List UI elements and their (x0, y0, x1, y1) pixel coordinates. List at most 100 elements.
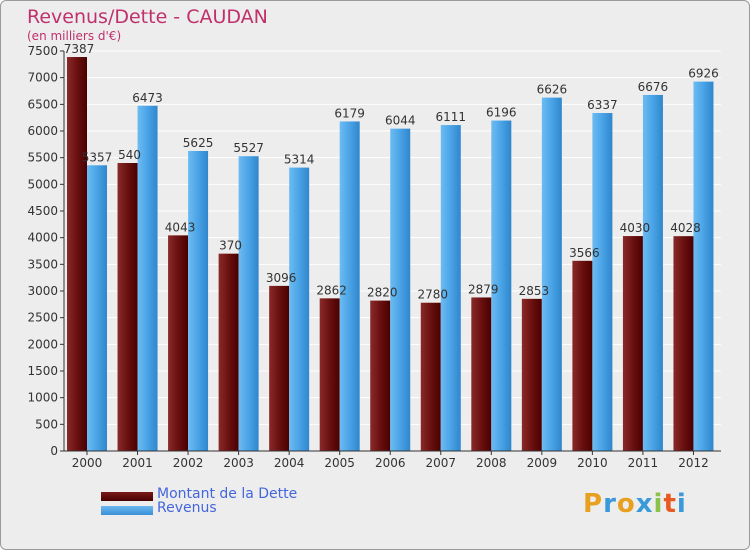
data-label-dette: 2820 (367, 286, 398, 300)
legend-swatch-revenus (101, 506, 153, 515)
bar-dette (117, 163, 138, 451)
bar-dette (319, 298, 340, 451)
chart-title: Revenus/Dette - CAUDAN (27, 6, 268, 28)
bar-dette (269, 285, 290, 451)
bar-revenus (289, 167, 310, 451)
data-label-revenus: 6626 (537, 83, 568, 97)
proxiti-logo: Proxiti (583, 489, 687, 519)
data-label-revenus: 6926 (688, 67, 719, 81)
bar-dette (420, 302, 441, 451)
y-tick-label: 6000 (27, 124, 58, 138)
bar-revenus (440, 125, 461, 451)
x-tick-label: 2002 (173, 456, 204, 470)
bar-dette (673, 236, 694, 451)
y-tick-label: 3000 (27, 284, 58, 298)
x-tick-label: 2001 (122, 456, 153, 470)
data-label-revenus: 6111 (435, 110, 466, 124)
bar-revenus (693, 81, 714, 451)
axes: 0 500 1000 1500 2000 2500 3000 3500 4000 4500 5000… (27, 44, 721, 470)
bar-dette (471, 297, 492, 451)
y-tick-label: 2500 (27, 311, 58, 325)
bar-revenus (390, 128, 411, 452)
y-tick-label: 7500 (27, 44, 58, 58)
data-label-dette: 370 (219, 239, 242, 253)
y-tick-label: 1000 (27, 391, 58, 405)
x-tick-label: 2007 (425, 456, 456, 470)
y-tick-label: 2000 (27, 337, 58, 351)
data-label-dette: 3566 (569, 246, 600, 260)
legend-label-revenus: Revenus (157, 500, 217, 516)
data-label-revenus: 5357 (82, 150, 113, 164)
bar-revenus (339, 121, 360, 451)
y-tick-label: 1500 (27, 364, 58, 378)
data-label-revenus: 6179 (334, 106, 365, 120)
data-label-revenus: 6337 (587, 98, 618, 112)
data-labels: 7387 5357 540 6473 4043 5625 370 5527 3096 5314 28… (64, 42, 719, 302)
x-tick-label: 2012 (678, 456, 709, 470)
x-tick-label: 2006 (375, 456, 406, 470)
logo-letter: t (663, 489, 677, 519)
bar-dette (218, 253, 239, 451)
data-label-dette: 2780 (417, 288, 448, 302)
chart-subtitle: (en milliers d'€) (27, 29, 122, 43)
y-tick-label: 3500 (27, 257, 58, 271)
x-tick-label: 2009 (527, 456, 558, 470)
bar-revenus (238, 156, 259, 451)
data-label-revenus: 5314 (284, 153, 315, 167)
data-label-dette: 540 (118, 148, 141, 162)
data-label-dette: 4028 (670, 221, 701, 235)
data-label-dette: 2879 (468, 282, 499, 296)
bar-revenus (642, 94, 663, 452)
bar-revenus (137, 105, 158, 452)
data-label-dette: 7387 (64, 42, 95, 56)
data-label-dette: 4043 (165, 220, 196, 234)
legend-label-dette: Montant de la Dette (157, 486, 298, 502)
logo-letter: o (616, 489, 636, 519)
y-tick-label: 500 (35, 417, 58, 431)
x-tick-label: 2008 (476, 456, 507, 470)
x-tick-label: 2000 (72, 456, 103, 470)
logo-letter: i (653, 489, 664, 519)
data-label-revenus: 5625 (183, 136, 214, 150)
y-tick-label: 5500 (27, 151, 58, 165)
x-tick-label: 2011 (628, 456, 659, 470)
bars (67, 57, 714, 452)
y-tick-label: 4500 (27, 204, 58, 218)
logo-letter: P (583, 489, 604, 519)
y-tick-label: 6500 (27, 97, 58, 111)
logo-letter: i (676, 489, 687, 519)
x-tick-label: 2004 (274, 456, 305, 470)
bar-dette (572, 260, 593, 451)
bar-revenus (188, 151, 209, 451)
x-tick-label: 2003 (223, 456, 254, 470)
data-label-revenus: 5527 (233, 141, 264, 155)
bar-dette (521, 298, 542, 451)
x-tick-label: 2005 (324, 456, 355, 470)
data-label-dette: 2862 (316, 283, 347, 297)
bar-revenus (592, 113, 613, 451)
logo-letter: x (635, 489, 654, 519)
y-tick-label: 0 (50, 444, 58, 458)
bar-dette (622, 236, 643, 451)
bar-dette (168, 235, 189, 451)
data-label-revenus: 6196 (486, 106, 517, 120)
data-label-revenus: 6473 (132, 91, 163, 105)
data-label-dette: 4030 (620, 221, 651, 235)
bar-dette (67, 57, 87, 451)
y-tick-label: 5000 (27, 177, 58, 191)
data-label-revenus: 6676 (638, 80, 669, 94)
y-tick-label: 4000 (27, 231, 58, 245)
data-label-dette: 3096 (266, 271, 297, 285)
data-label-dette: 2853 (519, 284, 550, 298)
legend-swatch-dette (101, 492, 153, 501)
bar-dette (370, 300, 391, 451)
logo-letter: r (603, 489, 617, 519)
bar-revenus (87, 165, 107, 451)
data-label-revenus: 6044 (385, 114, 416, 128)
bar-revenus (491, 120, 512, 452)
bar-revenus (541, 97, 562, 451)
y-tick-label: 7000 (27, 71, 58, 85)
x-tick-label: 2010 (577, 456, 608, 470)
